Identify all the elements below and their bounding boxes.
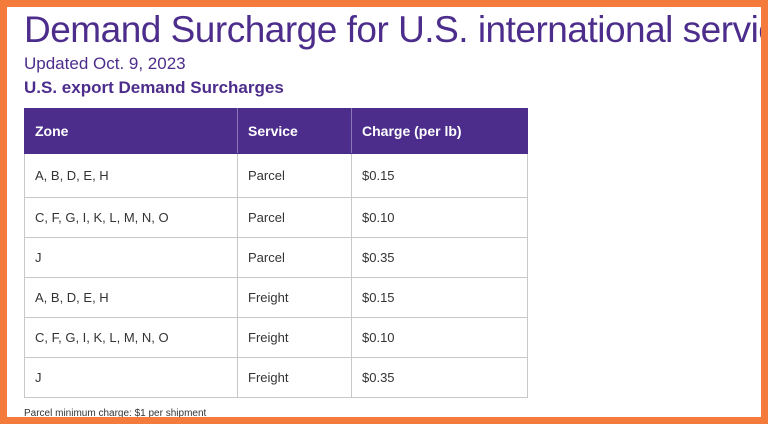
section-title: U.S. export Demand Surcharges xyxy=(24,78,284,97)
zone-cell: C, F, G, I, K, L, M, N, O xyxy=(24,317,238,358)
charge-cell: $0.35 xyxy=(351,237,528,278)
page-title: Demand Surcharge for U.S. international … xyxy=(24,9,768,50)
table-row: J Parcel $0.35 xyxy=(24,237,528,278)
zone-cell: J xyxy=(24,237,238,278)
service-cell: Parcel xyxy=(237,153,352,198)
charge-cell: $0.10 xyxy=(351,317,528,358)
updated-date: Updated Oct. 9, 2023 xyxy=(24,54,186,73)
zone-cell: A, B, D, E, H xyxy=(24,153,238,198)
service-cell: Parcel xyxy=(237,237,352,278)
table-row: C, F, G, I, K, L, M, N, O Freight $0.10 xyxy=(24,317,528,358)
zone-cell: C, F, G, I, K, L, M, N, O xyxy=(24,197,238,238)
table-row: J Freight $0.35 xyxy=(24,357,528,398)
service-cell: Parcel xyxy=(237,197,352,238)
charge-cell: $0.15 xyxy=(351,277,528,318)
zone-cell: A, B, D, E, H xyxy=(24,277,238,318)
surcharge-table: Zone Service Charge (per lb) A, B, D, E,… xyxy=(24,108,528,398)
table-row: A, B, D, E, H Parcel $0.15 xyxy=(24,153,528,198)
zone-cell: J xyxy=(24,357,238,398)
charge-cell: $0.15 xyxy=(351,153,528,198)
service-cell: Freight xyxy=(237,357,352,398)
footnote: Parcel minimum charge: $1 per shipment xyxy=(24,408,207,419)
table-row: C, F, G, I, K, L, M, N, O Parcel $0.10 xyxy=(24,197,528,238)
table-row: A, B, D, E, H Freight $0.15 xyxy=(24,277,528,318)
column-header-zone: Zone xyxy=(24,108,238,154)
charge-cell: $0.35 xyxy=(351,357,528,398)
column-header-service: Service xyxy=(237,108,352,154)
table-header-row: Zone Service Charge (per lb) xyxy=(24,108,528,154)
charge-cell: $0.10 xyxy=(351,197,528,238)
column-header-charge: Charge (per lb) xyxy=(351,108,528,154)
service-cell: Freight xyxy=(237,317,352,358)
service-cell: Freight xyxy=(237,277,352,318)
